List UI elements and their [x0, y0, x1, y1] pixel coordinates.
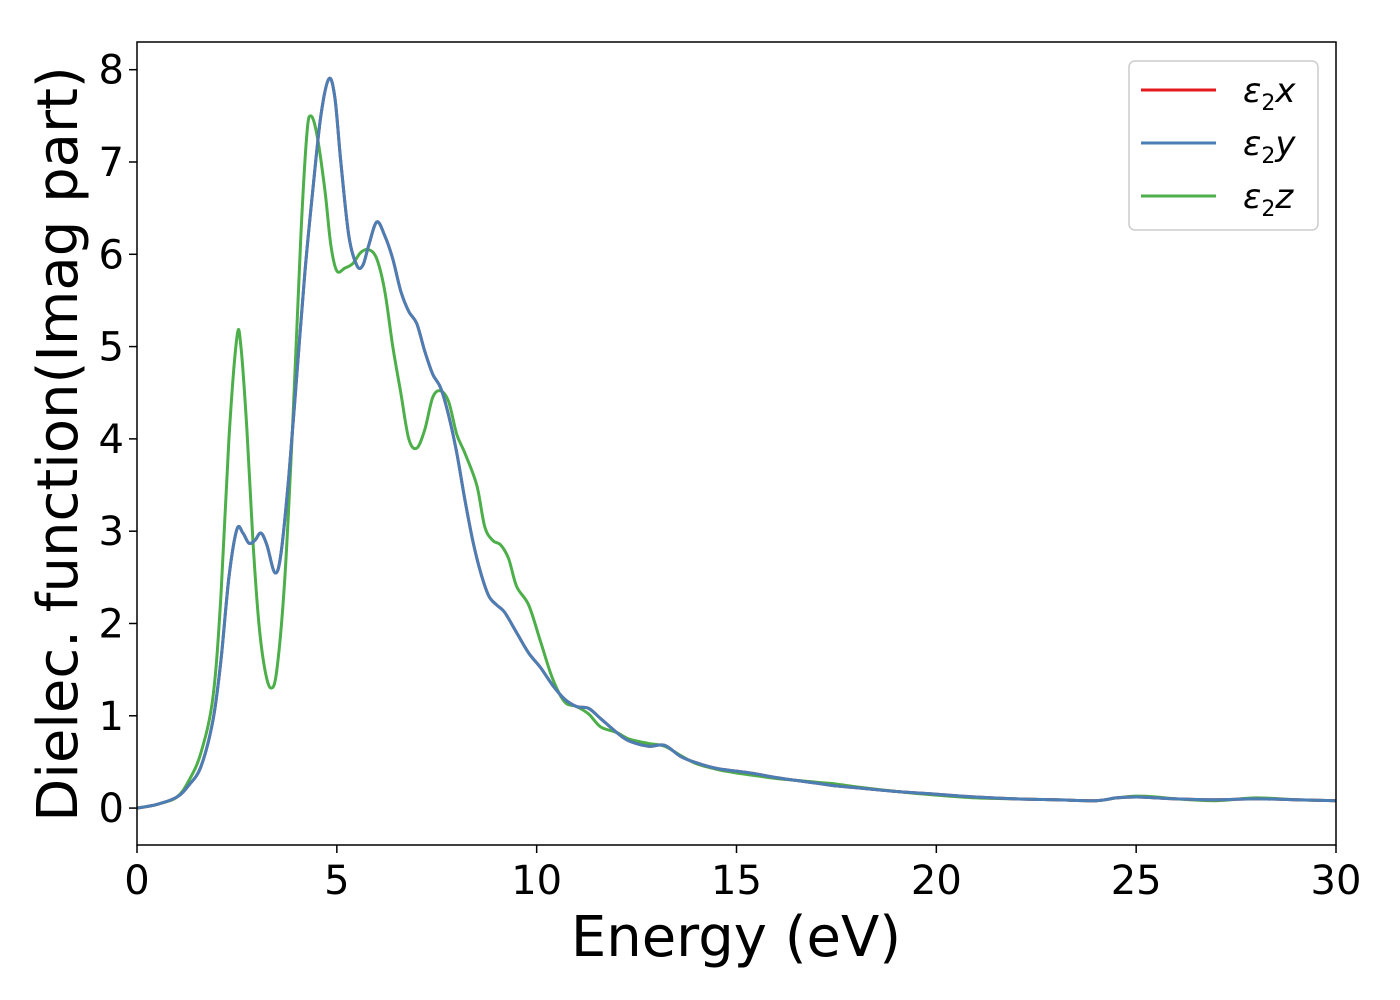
x-tick-label: 25 [1111, 858, 1162, 904]
legend: ε2x ε2y ε2z [1128, 60, 1319, 231]
y-tick-label: 3 [99, 509, 124, 555]
y-axis-ticks: 0 1 2 3 4 5 6 7 8 [99, 48, 137, 832]
x-tick-label: 30 [1311, 858, 1362, 904]
y-tick-label: 8 [99, 48, 124, 94]
x-tick-label: 0 [124, 858, 149, 904]
legend-label-x: ε2x [1243, 71, 1296, 116]
y-tick-label: 7 [99, 140, 124, 186]
y-axis-label: Dielec. function(Imag part) [26, 66, 91, 822]
y-tick-label: 6 [99, 232, 124, 278]
x-axis-label: Energy (eV) [571, 905, 901, 970]
legend-entry-z: ε2z [1141, 177, 1294, 222]
legend-box [1128, 60, 1319, 231]
legend-label-z: ε2z [1243, 177, 1294, 222]
series-line-y [136, 76, 1337, 810]
y-tick-label: 4 [99, 417, 124, 463]
legend-entry-x: ε2x [1141, 71, 1296, 116]
legend-label-y: ε2y [1243, 124, 1296, 169]
y-tick-label: 2 [99, 601, 124, 647]
x-tick-label: 5 [324, 858, 349, 904]
series-layer [136, 76, 1337, 810]
x-tick-label: 10 [511, 858, 562, 904]
y-tick-label: 0 [99, 786, 124, 832]
y-tick-label: 5 [99, 325, 124, 371]
x-axis-ticks: 0 5 10 15 20 25 30 [124, 845, 1361, 904]
x-tick-label: 20 [911, 858, 962, 904]
y-tick-label: 1 [99, 694, 124, 740]
legend-entry-y: ε2y [1141, 124, 1296, 169]
x-tick-label: 15 [711, 858, 762, 904]
